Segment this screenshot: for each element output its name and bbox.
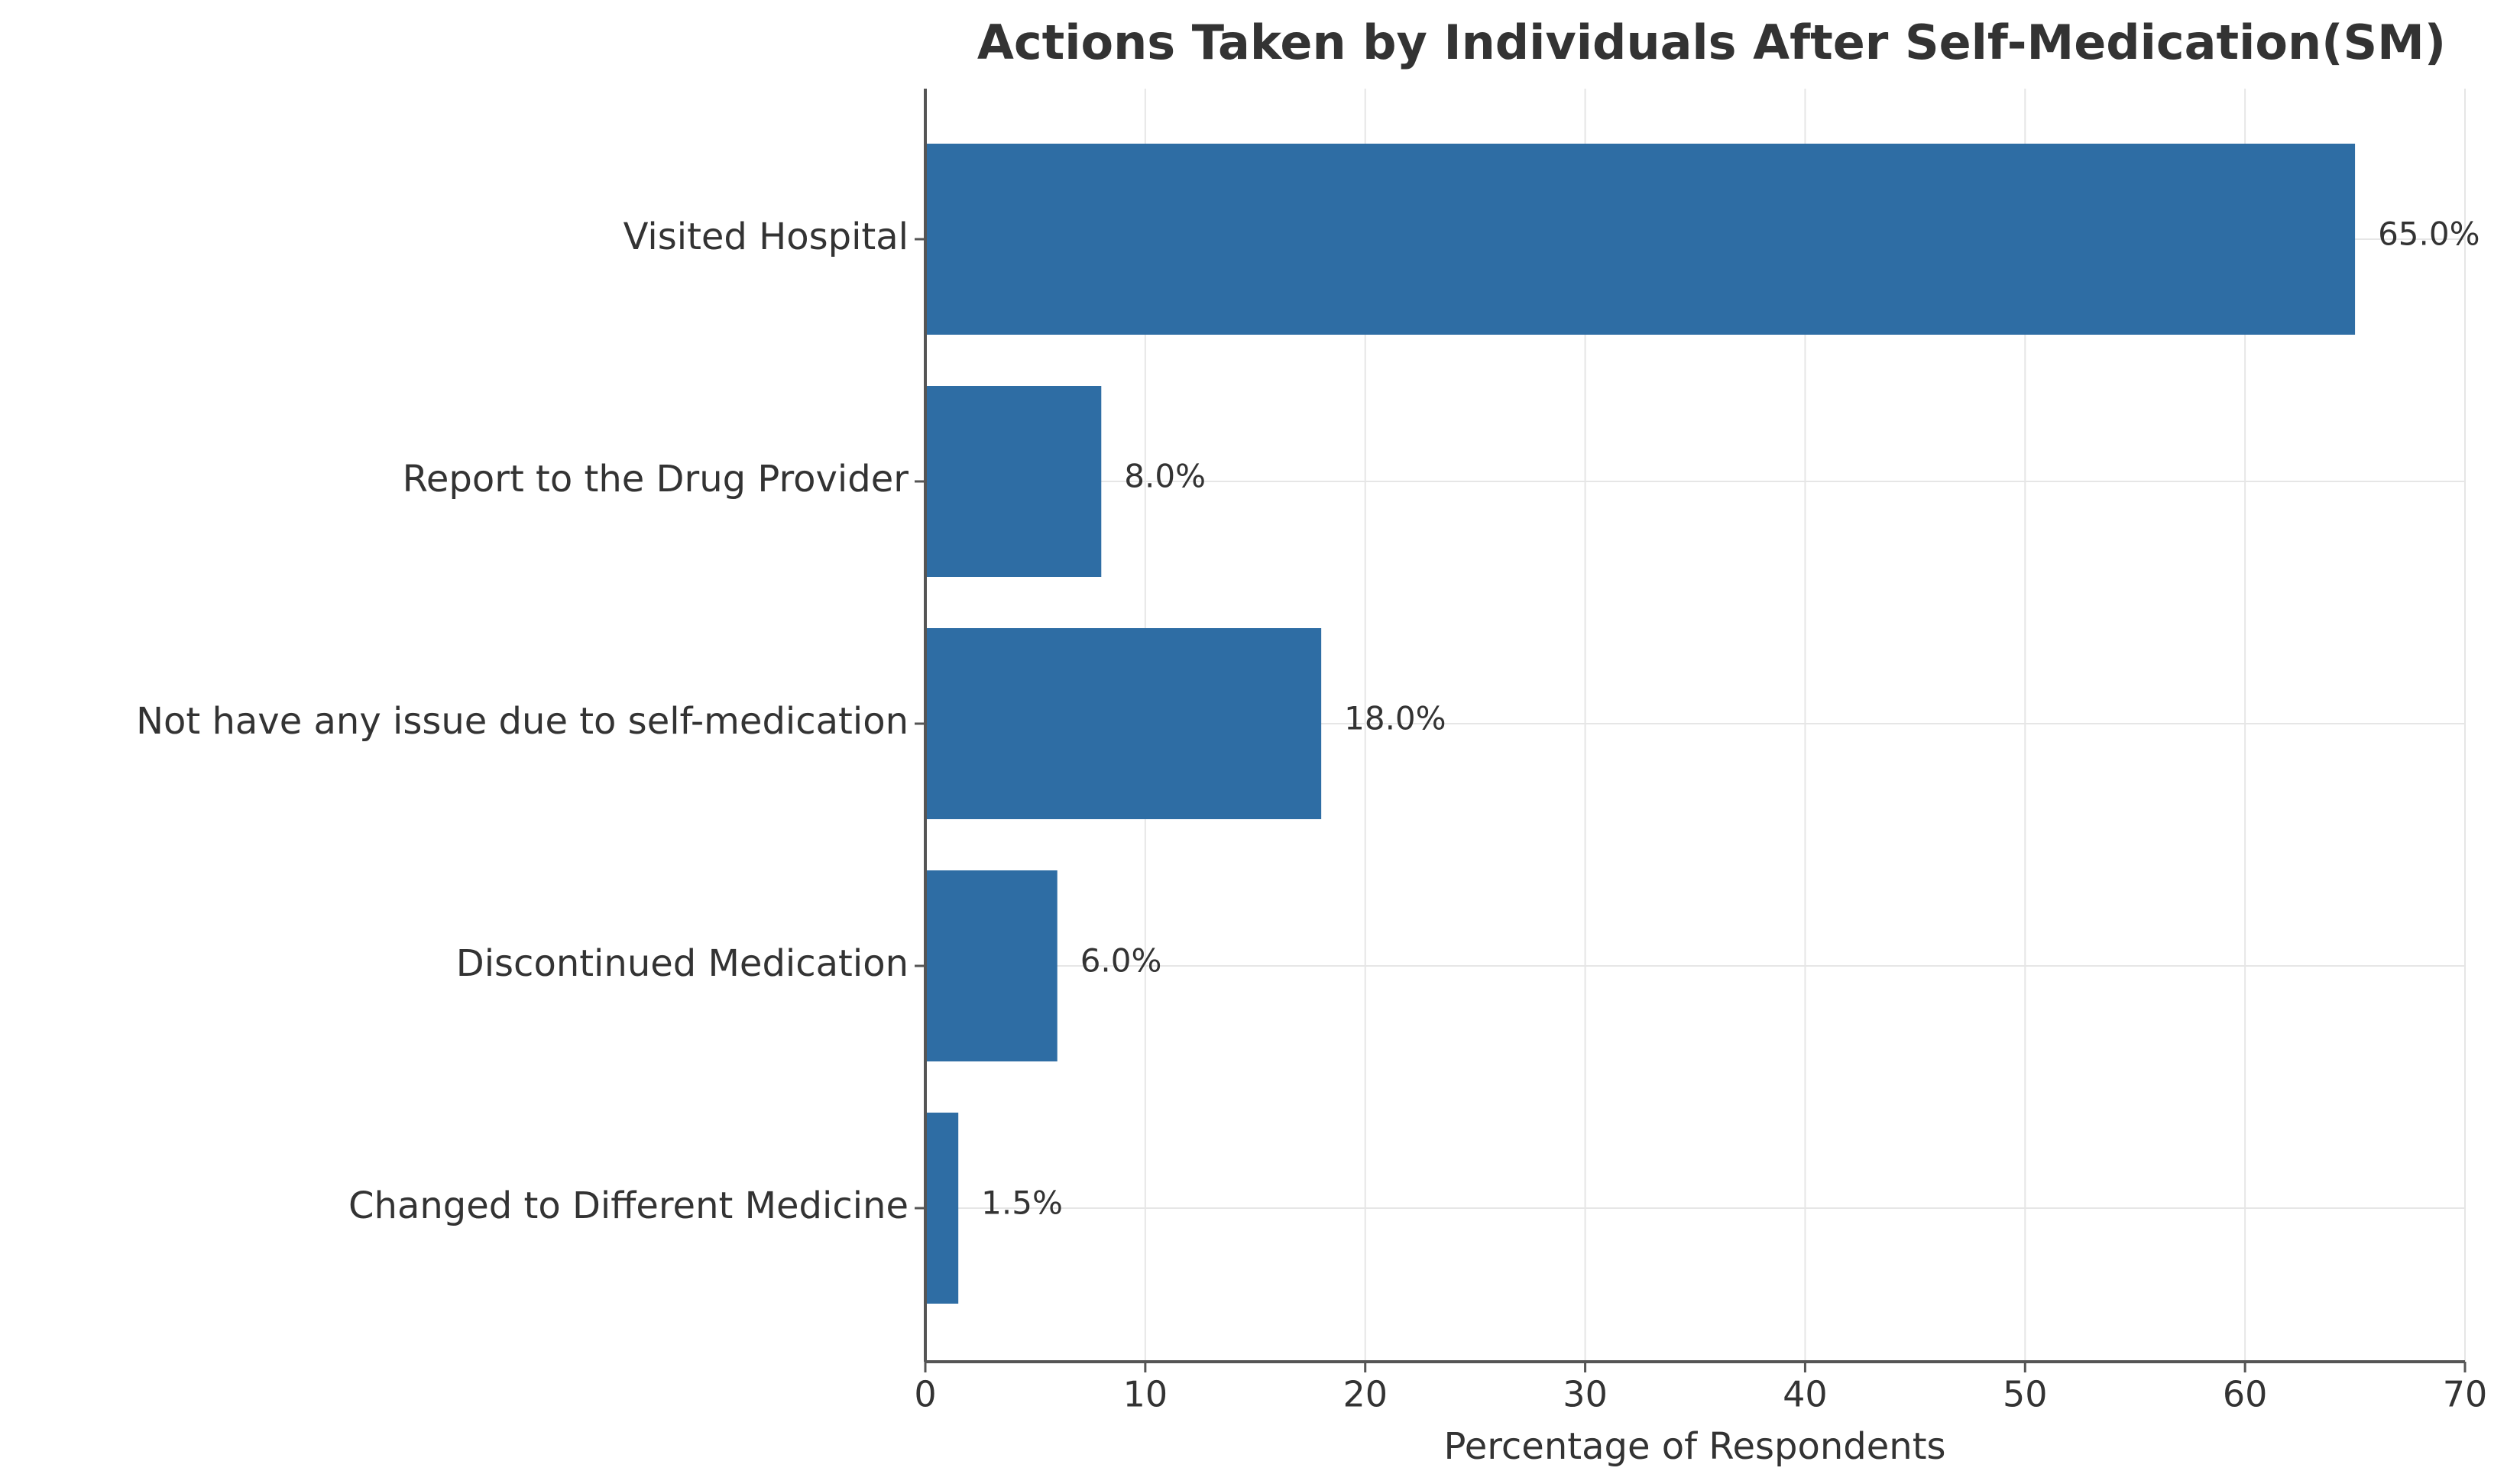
bar (925, 1113, 959, 1304)
chart-title: Actions Taken by Individuals After Self-… (977, 15, 2446, 70)
bar (925, 870, 1058, 1061)
x-tick-label: 60 (2223, 1374, 2268, 1415)
value-label: 6.0% (1080, 942, 1162, 980)
y-tick-label: Changed to Different Medicine (348, 1184, 909, 1227)
x-tick-label: 10 (1123, 1374, 1168, 1415)
x-tick-label: 20 (1343, 1374, 1388, 1415)
x-tick-label: 70 (2443, 1374, 2488, 1415)
x-axis-label: Percentage of Respondents (1443, 1425, 1945, 1468)
x-tick-label: 0 (914, 1374, 936, 1415)
bar (925, 144, 2356, 335)
bar (925, 628, 1322, 819)
x-tick-label: 30 (1563, 1374, 1608, 1415)
bar (925, 386, 1102, 577)
x-tick-label: 50 (2003, 1374, 2048, 1415)
y-tick-label: Report to the Drug Provider (403, 458, 909, 501)
value-label: 65.0% (2378, 215, 2480, 253)
y-tick-label: Not have any issue due to self-medicatio… (136, 700, 909, 743)
value-label: 8.0% (1124, 458, 1206, 495)
value-label: 18.0% (1344, 700, 1446, 737)
y-tick-label: Discontinued Medication (456, 942, 909, 985)
value-label: 1.5% (981, 1184, 1063, 1222)
y-tick-label: Visited Hospital (624, 215, 909, 258)
x-tick-label: 40 (1783, 1374, 1828, 1415)
